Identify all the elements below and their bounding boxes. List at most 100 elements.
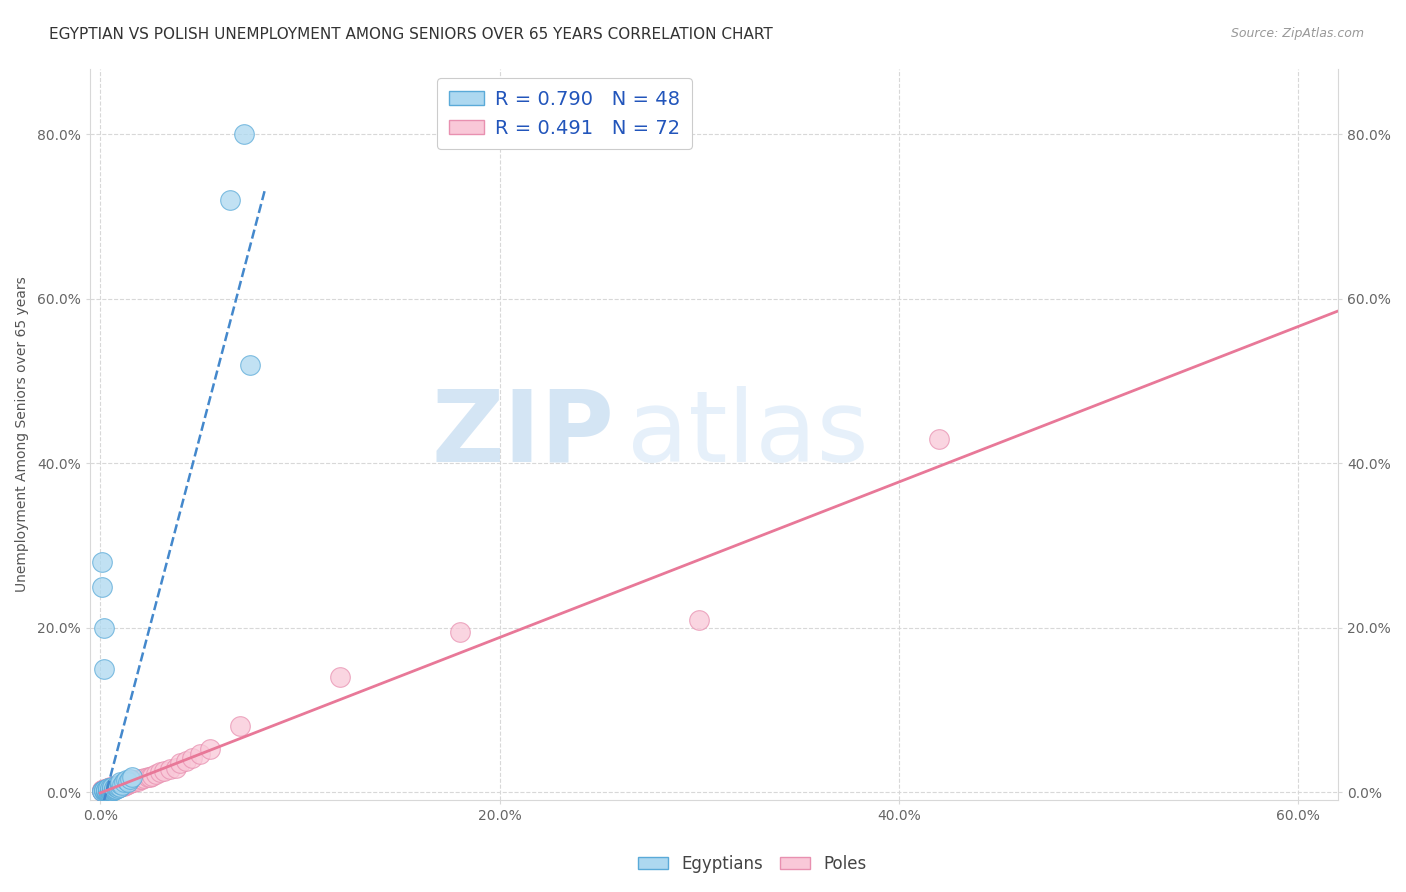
- Point: [97, 783, 120, 797]
- Point: [98, 782, 121, 797]
- Point: [139, 770, 162, 784]
- Point: [93, 783, 115, 797]
- Point: [97, 782, 120, 797]
- Point: [93, 783, 115, 797]
- Point: [91, 783, 114, 797]
- Point: [136, 771, 159, 785]
- Point: [96, 782, 118, 797]
- Point: [329, 670, 352, 684]
- Point: [91, 782, 114, 797]
- Point: [97, 781, 120, 796]
- Legend: Egyptians, Poles: Egyptians, Poles: [631, 848, 873, 880]
- Point: [122, 774, 145, 789]
- Point: [108, 780, 131, 795]
- Text: ZIP: ZIP: [432, 386, 614, 483]
- Point: [101, 781, 124, 796]
- Point: [105, 779, 128, 793]
- Point: [96, 782, 118, 797]
- Point: [105, 781, 128, 796]
- Point: [112, 776, 135, 790]
- Point: [121, 771, 143, 785]
- Point: [129, 772, 152, 786]
- Point: [115, 778, 138, 792]
- Point: [108, 780, 131, 795]
- Point: [91, 783, 114, 797]
- Point: [141, 769, 163, 783]
- Point: [105, 779, 128, 793]
- Point: [105, 780, 128, 795]
- Legend: R = 0.790   N = 48, R = 0.491   N = 72: R = 0.790 N = 48, R = 0.491 N = 72: [437, 78, 692, 149]
- Point: [229, 719, 252, 733]
- Text: EGYPTIAN VS POLISH UNEMPLOYMENT AMONG SENIORS OVER 65 YEARS CORRELATION CHART: EGYPTIAN VS POLISH UNEMPLOYMENT AMONG SE…: [49, 27, 773, 42]
- Point: [101, 780, 124, 795]
- Point: [101, 783, 124, 797]
- Point: [181, 750, 204, 764]
- Point: [115, 772, 138, 787]
- Point: [97, 781, 120, 796]
- Point: [108, 777, 131, 791]
- Point: [107, 781, 129, 796]
- Point: [97, 781, 120, 796]
- Point: [103, 780, 125, 794]
- Point: [98, 780, 121, 795]
- Point: [93, 782, 115, 797]
- Point: [97, 782, 120, 797]
- Point: [111, 778, 134, 792]
- Point: [91, 782, 114, 797]
- Point: [97, 783, 120, 797]
- Point: [101, 780, 124, 795]
- Point: [112, 775, 135, 789]
- Point: [93, 781, 115, 796]
- Point: [153, 764, 176, 778]
- Point: [101, 781, 124, 796]
- Point: [96, 781, 118, 796]
- Point: [103, 781, 125, 796]
- Point: [115, 775, 138, 789]
- Point: [97, 781, 120, 796]
- Point: [91, 580, 114, 594]
- Point: [120, 776, 142, 790]
- Point: [121, 775, 143, 789]
- Point: [149, 765, 172, 780]
- Point: [159, 762, 181, 776]
- Point: [93, 782, 115, 797]
- Point: [93, 783, 115, 797]
- Point: [105, 781, 128, 796]
- Point: [98, 783, 121, 797]
- Point: [107, 779, 129, 793]
- Point: [188, 747, 211, 761]
- Point: [239, 358, 262, 372]
- Point: [93, 621, 115, 635]
- Point: [131, 772, 153, 786]
- Point: [93, 662, 115, 676]
- Point: [98, 782, 121, 797]
- Point: [96, 783, 118, 797]
- Point: [103, 782, 125, 797]
- Point: [93, 782, 115, 797]
- Point: [117, 774, 139, 789]
- Y-axis label: Unemployment Among Seniors over 65 years: Unemployment Among Seniors over 65 years: [15, 277, 30, 592]
- Point: [91, 783, 114, 797]
- Point: [93, 782, 115, 797]
- Point: [98, 781, 121, 796]
- Point: [97, 781, 120, 796]
- Point: [233, 128, 256, 142]
- Point: [219, 193, 242, 207]
- Point: [103, 781, 125, 796]
- Point: [108, 780, 131, 794]
- Point: [120, 772, 142, 786]
- Text: atlas: atlas: [627, 386, 869, 483]
- Point: [101, 781, 124, 796]
- Point: [125, 772, 148, 787]
- Point: [108, 774, 131, 789]
- Point: [96, 783, 118, 797]
- Point: [112, 779, 135, 793]
- Point: [103, 781, 125, 796]
- Point: [169, 756, 191, 771]
- Point: [105, 780, 128, 795]
- Point: [101, 782, 124, 797]
- Point: [97, 781, 120, 796]
- Point: [127, 773, 149, 788]
- Point: [107, 779, 129, 793]
- Point: [117, 774, 139, 789]
